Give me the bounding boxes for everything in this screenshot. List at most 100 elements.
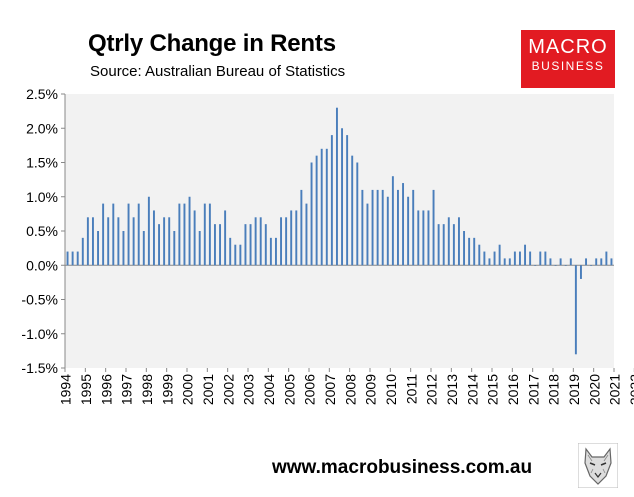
x-tick-label: 2000 bbox=[180, 374, 196, 405]
bar bbox=[442, 224, 445, 266]
bar bbox=[300, 189, 303, 266]
bar bbox=[158, 224, 161, 266]
bar bbox=[549, 258, 552, 266]
plot-area bbox=[65, 94, 614, 368]
bar bbox=[579, 265, 582, 279]
bar bbox=[305, 203, 308, 266]
bar bbox=[391, 176, 394, 266]
bar bbox=[117, 217, 120, 266]
bar bbox=[234, 244, 237, 266]
bar bbox=[310, 162, 313, 266]
bar bbox=[213, 224, 216, 266]
bar bbox=[371, 189, 374, 266]
bar bbox=[463, 231, 466, 266]
bar bbox=[569, 258, 572, 266]
bar bbox=[452, 224, 455, 266]
bar bbox=[97, 231, 100, 266]
bar bbox=[208, 203, 211, 266]
bar bbox=[432, 189, 435, 266]
bar bbox=[264, 224, 267, 266]
bar bbox=[478, 244, 481, 266]
bar bbox=[290, 210, 293, 266]
bar bbox=[335, 107, 338, 266]
bar bbox=[183, 203, 186, 266]
bar bbox=[402, 183, 405, 266]
y-tick-label: 1.5% bbox=[26, 155, 58, 171]
bar bbox=[468, 237, 471, 266]
bar bbox=[188, 196, 191, 266]
bar bbox=[254, 217, 257, 266]
bar bbox=[168, 217, 171, 266]
bar bbox=[274, 237, 277, 266]
macrobusiness-logo: MACRO BUSINESS bbox=[521, 30, 615, 88]
bar bbox=[219, 224, 222, 266]
bar bbox=[539, 251, 542, 266]
bar bbox=[127, 203, 130, 266]
bar bbox=[320, 148, 323, 266]
bar bbox=[229, 237, 232, 266]
y-tick-label: 0.5% bbox=[26, 223, 58, 239]
bar bbox=[407, 196, 410, 266]
bar bbox=[66, 251, 69, 266]
x-tick-label: 2005 bbox=[281, 374, 297, 405]
bar bbox=[325, 148, 328, 266]
bar bbox=[81, 237, 84, 266]
x-tick-label: 2013 bbox=[444, 374, 460, 405]
bar bbox=[386, 196, 389, 266]
bar bbox=[259, 217, 262, 266]
x-tick-label: 1999 bbox=[159, 374, 175, 405]
x-tick-label: 2019 bbox=[566, 374, 582, 405]
bar bbox=[610, 258, 613, 266]
x-tick-label: 2018 bbox=[546, 374, 562, 405]
bar bbox=[508, 258, 511, 266]
x-tick-label: 2007 bbox=[322, 374, 338, 405]
bar bbox=[422, 210, 425, 266]
wolf-icon bbox=[578, 443, 618, 488]
bar bbox=[346, 135, 349, 266]
bar bbox=[102, 203, 105, 266]
bar bbox=[493, 251, 496, 266]
bar bbox=[91, 217, 94, 266]
x-tick-label: 1994 bbox=[58, 374, 74, 405]
bar bbox=[280, 217, 283, 266]
bar bbox=[437, 224, 440, 266]
bar bbox=[427, 210, 430, 266]
bar bbox=[132, 217, 135, 266]
logo-line-2: BUSINESS bbox=[531, 59, 605, 73]
bar bbox=[457, 217, 460, 266]
x-tick-label: 2020 bbox=[586, 374, 602, 405]
y-tick-label: -1.0% bbox=[21, 326, 58, 342]
x-tick-label: 2003 bbox=[241, 374, 257, 405]
x-tick-label: 2011 bbox=[403, 374, 419, 404]
bar bbox=[76, 251, 79, 266]
bar bbox=[198, 231, 201, 266]
x-tick-label: 2010 bbox=[383, 374, 399, 405]
bar bbox=[163, 217, 166, 266]
bar bbox=[295, 210, 298, 266]
x-tick-label: 2015 bbox=[485, 374, 501, 405]
x-tick-label: 2002 bbox=[220, 374, 236, 405]
bar bbox=[554, 265, 557, 266]
y-tick-label: 0.0% bbox=[26, 257, 58, 273]
bar bbox=[86, 217, 89, 266]
x-tick-label: 1997 bbox=[119, 374, 135, 405]
x-tick-label: 2006 bbox=[302, 374, 318, 405]
x-axis-ticks: 1994 1995 1996 1997 1998 1999 2000 2001 2002 2003… bbox=[58, 368, 634, 405]
bar bbox=[173, 231, 176, 266]
bar bbox=[534, 265, 537, 266]
x-tick-label: 2012 bbox=[424, 374, 440, 405]
bar bbox=[498, 244, 501, 266]
bar-chart: 2.5%2.0%1.5%1.0%0.5%0.0%-0.5%-1.0%-1.5% … bbox=[21, 86, 634, 405]
bar bbox=[381, 189, 384, 266]
bar bbox=[529, 251, 532, 266]
bar bbox=[285, 217, 288, 266]
bar bbox=[524, 244, 527, 266]
bar bbox=[361, 189, 364, 266]
website-url[interactable]: www.macrobusiness.com.au bbox=[272, 457, 533, 478]
bar bbox=[605, 251, 608, 266]
bar bbox=[483, 251, 486, 266]
bars bbox=[66, 107, 613, 355]
x-tick-label: 2017 bbox=[525, 374, 541, 405]
bar bbox=[203, 203, 206, 266]
bar bbox=[193, 210, 196, 266]
